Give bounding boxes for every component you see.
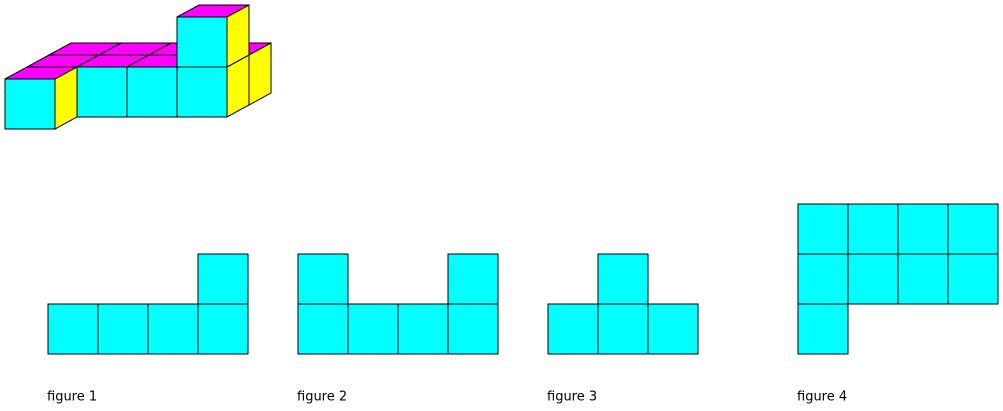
square (597, 253, 649, 305)
square (147, 303, 199, 355)
square (197, 303, 249, 355)
square (797, 253, 849, 305)
cube-front (4, 78, 56, 130)
figure-label: figure 2 (297, 390, 347, 405)
figure-label: figure 1 (47, 390, 97, 405)
square (447, 253, 499, 305)
square (647, 303, 699, 355)
square (797, 203, 849, 255)
cube-front (176, 66, 228, 118)
square (397, 303, 449, 355)
isometric-figure (4, 4, 272, 130)
square (847, 203, 899, 255)
square (947, 253, 999, 305)
square (297, 303, 349, 355)
square (847, 253, 899, 305)
cube-front (126, 66, 178, 118)
cube-side (54, 66, 78, 130)
square (97, 303, 149, 355)
square (447, 303, 499, 355)
cube-side (226, 4, 250, 68)
square (897, 253, 949, 305)
square (797, 303, 849, 355)
cube-front (76, 66, 128, 118)
square (897, 203, 949, 255)
square (47, 303, 99, 355)
figure-label: figure 4 (797, 390, 847, 405)
cube-front (176, 16, 228, 68)
square (197, 253, 249, 305)
flat-views (47, 203, 999, 355)
square (597, 303, 649, 355)
square (347, 303, 399, 355)
figure-label: figure 3 (547, 390, 597, 405)
square (947, 203, 999, 255)
square (297, 253, 349, 305)
square (547, 303, 599, 355)
